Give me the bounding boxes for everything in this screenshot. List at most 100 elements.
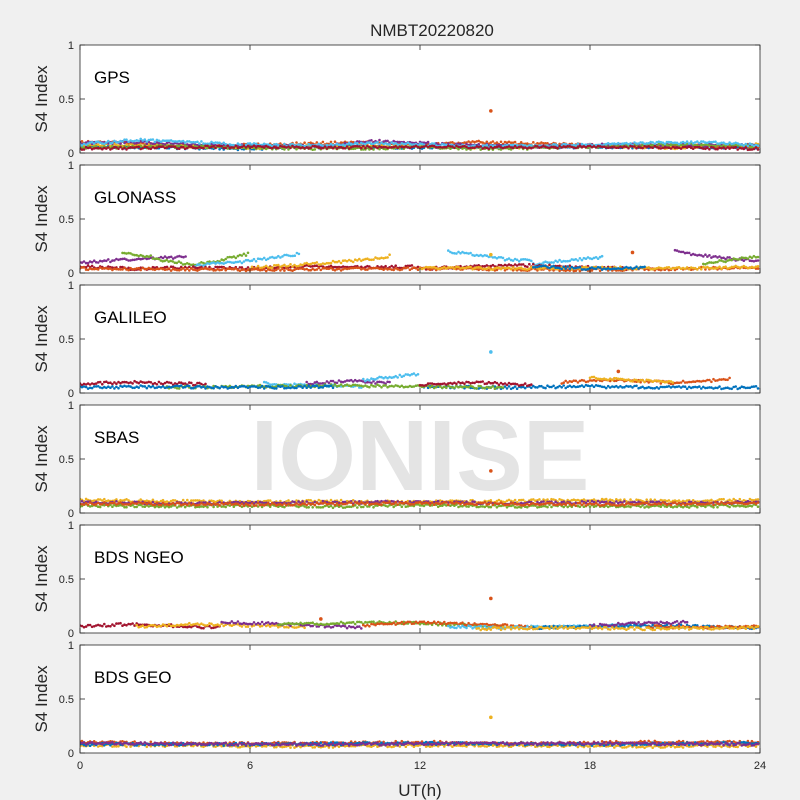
- data-point: [291, 142, 294, 146]
- data-point: [329, 261, 333, 265]
- data-point: [669, 140, 673, 144]
- data-point: [378, 147, 381, 151]
- data-point: [117, 268, 120, 271]
- data-point: [554, 266, 557, 270]
- data-point: [335, 265, 339, 269]
- data-point: [485, 254, 489, 257]
- data-point: [507, 147, 511, 151]
- data-point: [248, 142, 252, 145]
- data-point: [754, 259, 758, 263]
- data-point: [230, 146, 234, 149]
- data-point: [548, 269, 551, 272]
- data-point: [202, 142, 205, 145]
- data-point: [724, 378, 727, 382]
- data-point: [584, 268, 588, 271]
- data-point: [222, 386, 225, 389]
- data-point: [179, 140, 183, 143]
- data-point: [443, 382, 446, 385]
- data-point: [329, 140, 333, 144]
- data-point: [566, 144, 569, 148]
- data-point: [194, 499, 197, 502]
- data-point: [192, 143, 195, 147]
- data-point: [151, 265, 155, 269]
- data-point: [712, 140, 715, 144]
- data-point: [742, 147, 746, 151]
- data-point: [471, 268, 474, 271]
- data-point: [222, 267, 225, 270]
- data-point: [141, 139, 144, 142]
- data-point: [744, 146, 748, 149]
- data-point: [406, 266, 410, 269]
- data-point: [748, 142, 752, 145]
- data-point: [125, 385, 128, 388]
- data-point: [495, 257, 499, 260]
- data-point: [109, 267, 112, 270]
- data-point: [540, 266, 543, 270]
- data-point: [165, 256, 169, 260]
- data-point: [720, 267, 723, 271]
- data-point: [208, 385, 211, 389]
- data-point: [408, 146, 412, 150]
- data-point: [378, 380, 381, 384]
- data-point: [319, 268, 323, 272]
- data-point: [80, 144, 84, 147]
- data-point: [604, 386, 608, 390]
- data-point: [661, 267, 665, 270]
- data-point: [689, 268, 693, 272]
- data-point: [179, 384, 183, 387]
- data-point: [218, 500, 221, 504]
- data-point: [165, 141, 169, 145]
- data-point: [151, 500, 155, 504]
- data-point: [303, 141, 306, 144]
- data-point: [507, 266, 511, 270]
- data-point: [307, 147, 311, 150]
- data-point: [163, 500, 167, 504]
- data-point: [366, 380, 369, 384]
- data-point: [287, 386, 290, 389]
- data-point: [600, 497, 604, 501]
- data-point: [649, 140, 652, 144]
- data-point: [556, 260, 559, 264]
- data-point: [461, 145, 464, 148]
- data-point: [734, 385, 737, 388]
- data-point: [394, 267, 398, 270]
- data-point: [667, 385, 671, 388]
- data-point: [351, 380, 355, 383]
- data-point: [582, 265, 586, 269]
- data-point: [485, 143, 489, 147]
- data-point: [313, 384, 317, 388]
- data-point: [742, 264, 746, 268]
- data-point: [669, 143, 673, 146]
- data-point: [481, 380, 485, 383]
- data-point: [283, 269, 286, 272]
- data-point: [685, 266, 689, 269]
- data-point: [273, 264, 276, 267]
- data-point: [254, 146, 258, 149]
- data-point: [726, 142, 729, 146]
- data-point: [420, 384, 424, 387]
- data-point: [631, 386, 634, 389]
- data-point: [675, 266, 679, 269]
- data-point: [313, 500, 317, 504]
- data-point: [566, 265, 569, 268]
- data-point: [90, 147, 94, 151]
- data-point: [451, 141, 454, 144]
- data-point: [698, 266, 701, 269]
- data-point: [564, 145, 567, 149]
- data-point: [129, 381, 132, 384]
- data-point: [236, 146, 240, 149]
- data-point: [139, 384, 142, 387]
- data-point: [376, 383, 379, 387]
- data-point: [400, 384, 404, 388]
- data-point: [716, 266, 719, 270]
- data-point: [339, 383, 343, 386]
- data-point: [588, 379, 592, 382]
- data-point: [580, 145, 584, 149]
- data-point: [542, 386, 545, 389]
- data-point: [301, 146, 304, 149]
- data-point: [372, 266, 375, 270]
- data-point: [177, 139, 181, 143]
- data-point: [273, 269, 276, 272]
- data-point: [608, 146, 612, 149]
- data-point: [698, 379, 701, 383]
